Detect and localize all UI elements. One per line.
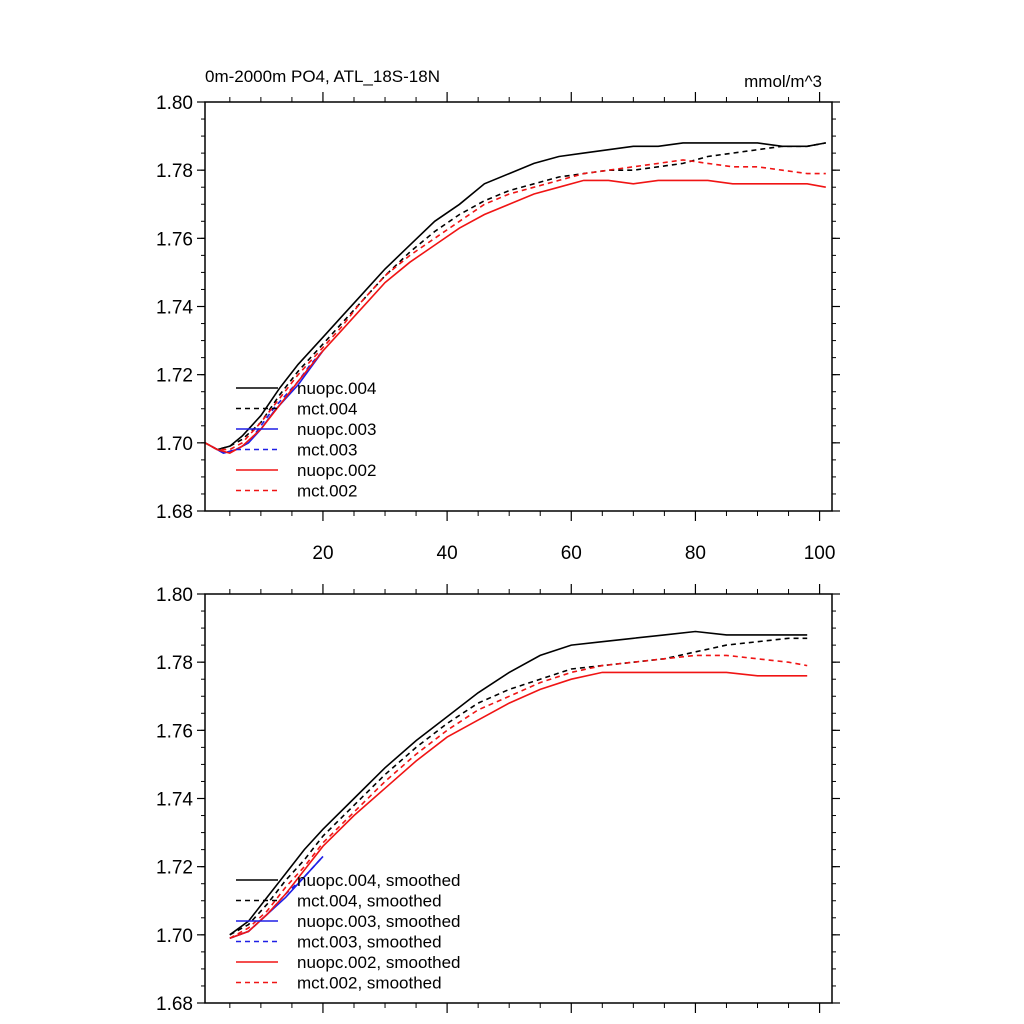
legend-label: mct.004, smoothed (297, 892, 442, 911)
legend-label: nuopc.003 (297, 420, 376, 439)
x-tick-label: 60 (561, 543, 582, 564)
legend-label: nuopc.002 (297, 461, 376, 480)
series-line-mct-002-smoothed (229, 654, 808, 939)
x-tick-label: 100 (804, 543, 836, 564)
bottom-panel: 1.68 1.70 1.72 1.74 1.76 1.78 1.80 nuopc.004, … (156, 584, 840, 1015)
y-tick-label: 1.74 (156, 298, 193, 319)
legend-label: mct.004 (297, 400, 357, 419)
x-tick-label: 20 (312, 543, 333, 564)
y-tick-label: 1.68 (156, 502, 193, 523)
legend-label: mct.002, smoothed (297, 974, 442, 993)
x-tick-label: 80 (685, 543, 706, 564)
legend-label: mct.002 (297, 482, 357, 501)
y-tick-label: 1.72 (156, 366, 193, 387)
x-tick-label: 40 (437, 543, 458, 564)
series-line-nuopc-004-smoothed (229, 630, 808, 936)
y-tick-label: 1.68 (156, 994, 193, 1015)
legend-label: nuopc.002, smoothed (297, 953, 461, 972)
series-line-nuopc-002 (204, 179, 826, 454)
y-tick-label: 1.80 (156, 93, 193, 114)
y-tick-label: 1.72 (156, 858, 193, 879)
series-line-mct-004-smoothed (229, 637, 808, 936)
y-tick-label: 1.78 (156, 653, 193, 674)
legend-label: mct.003, smoothed (297, 933, 442, 952)
series-group (229, 630, 808, 939)
legend-label: nuopc.004 (297, 379, 376, 398)
y-tick-label: 1.70 (156, 926, 193, 947)
y-tick-label: 1.80 (156, 585, 193, 606)
units-label: mmol/m^3 (744, 72, 822, 91)
legend-label: nuopc.003, smoothed (297, 912, 461, 931)
y-tick-label: 1.70 (156, 434, 193, 455)
legend-label: nuopc.004, smoothed (297, 871, 461, 890)
top-panel: 0m-2000m PO4, ATL_18S-18N mmol/m^3 1.68 1… (156, 67, 840, 564)
series-group (204, 142, 826, 454)
y-tick-label: 1.78 (156, 161, 193, 182)
series-line-mct-004 (204, 142, 826, 451)
series-line-nuopc-002-smoothed (229, 671, 808, 939)
series-line-nuopc-004 (204, 142, 826, 451)
chart-title: 0m-2000m PO4, ATL_18S-18N (205, 67, 440, 86)
y-tick-label: 1.74 (156, 790, 193, 811)
y-tick-label: 1.76 (156, 721, 193, 742)
legend-label: mct.003 (297, 441, 357, 460)
y-tick-label: 1.76 (156, 229, 193, 250)
